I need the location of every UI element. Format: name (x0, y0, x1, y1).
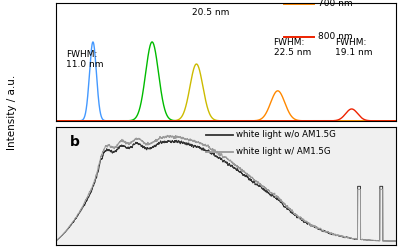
Text: FWHM:
19.1 nm: FWHM: 19.1 nm (335, 38, 372, 58)
Text: 700 nm: 700 nm (318, 0, 352, 8)
Text: white light w/o AM1.5G: white light w/o AM1.5G (236, 130, 336, 140)
Text: FWHM:
22.5 nm: FWHM: 22.5 nm (274, 38, 311, 58)
Text: 800 nm: 800 nm (318, 32, 352, 41)
Text: 20.5 nm: 20.5 nm (192, 8, 229, 18)
Text: white light w/ AM1.5G: white light w/ AM1.5G (236, 147, 331, 156)
Text: Intensity / a.u.: Intensity / a.u. (7, 75, 17, 150)
Text: FWHM:
11.0 nm: FWHM: 11.0 nm (66, 50, 104, 69)
Text: b: b (70, 135, 80, 149)
